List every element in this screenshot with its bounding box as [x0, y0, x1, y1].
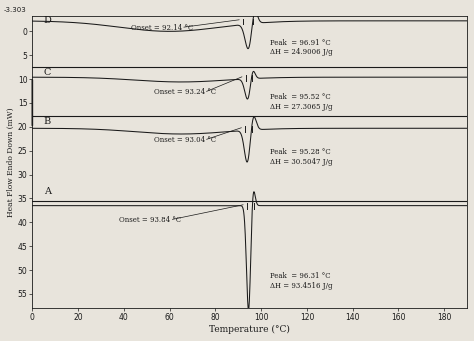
- Text: Peak  = 96.91 °C
ΔH = 24.9006 J/g: Peak = 96.91 °C ΔH = 24.9006 J/g: [270, 39, 333, 56]
- Text: A: A: [44, 187, 51, 196]
- Text: -3.303: -3.303: [4, 6, 27, 13]
- X-axis label: Temperature (°C): Temperature (°C): [209, 325, 290, 334]
- Text: Onset = 93.04 °C: Onset = 93.04 °C: [154, 136, 216, 144]
- Text: Peak  = 95.52 °C
ΔH = 27.3065 J/g: Peak = 95.52 °C ΔH = 27.3065 J/g: [270, 93, 333, 110]
- Text: Onset = 92.14 °C: Onset = 92.14 °C: [131, 24, 193, 31]
- Text: B: B: [44, 117, 51, 125]
- Text: Onset = 93.84 °C: Onset = 93.84 °C: [119, 216, 182, 224]
- Text: Peak  = 96.31 °C
ΔH = 93.4516 J/g: Peak = 96.31 °C ΔH = 93.4516 J/g: [270, 272, 333, 290]
- Text: Peak  = 95.28 °C
ΔH = 30.5047 J/g: Peak = 95.28 °C ΔH = 30.5047 J/g: [270, 148, 333, 165]
- Text: Onset = 93.24 °C: Onset = 93.24 °C: [154, 88, 216, 97]
- Y-axis label: Heat Flow Endo Down (mW): Heat Flow Endo Down (mW): [7, 107, 15, 217]
- Text: C: C: [44, 68, 51, 77]
- Text: D: D: [44, 16, 52, 25]
